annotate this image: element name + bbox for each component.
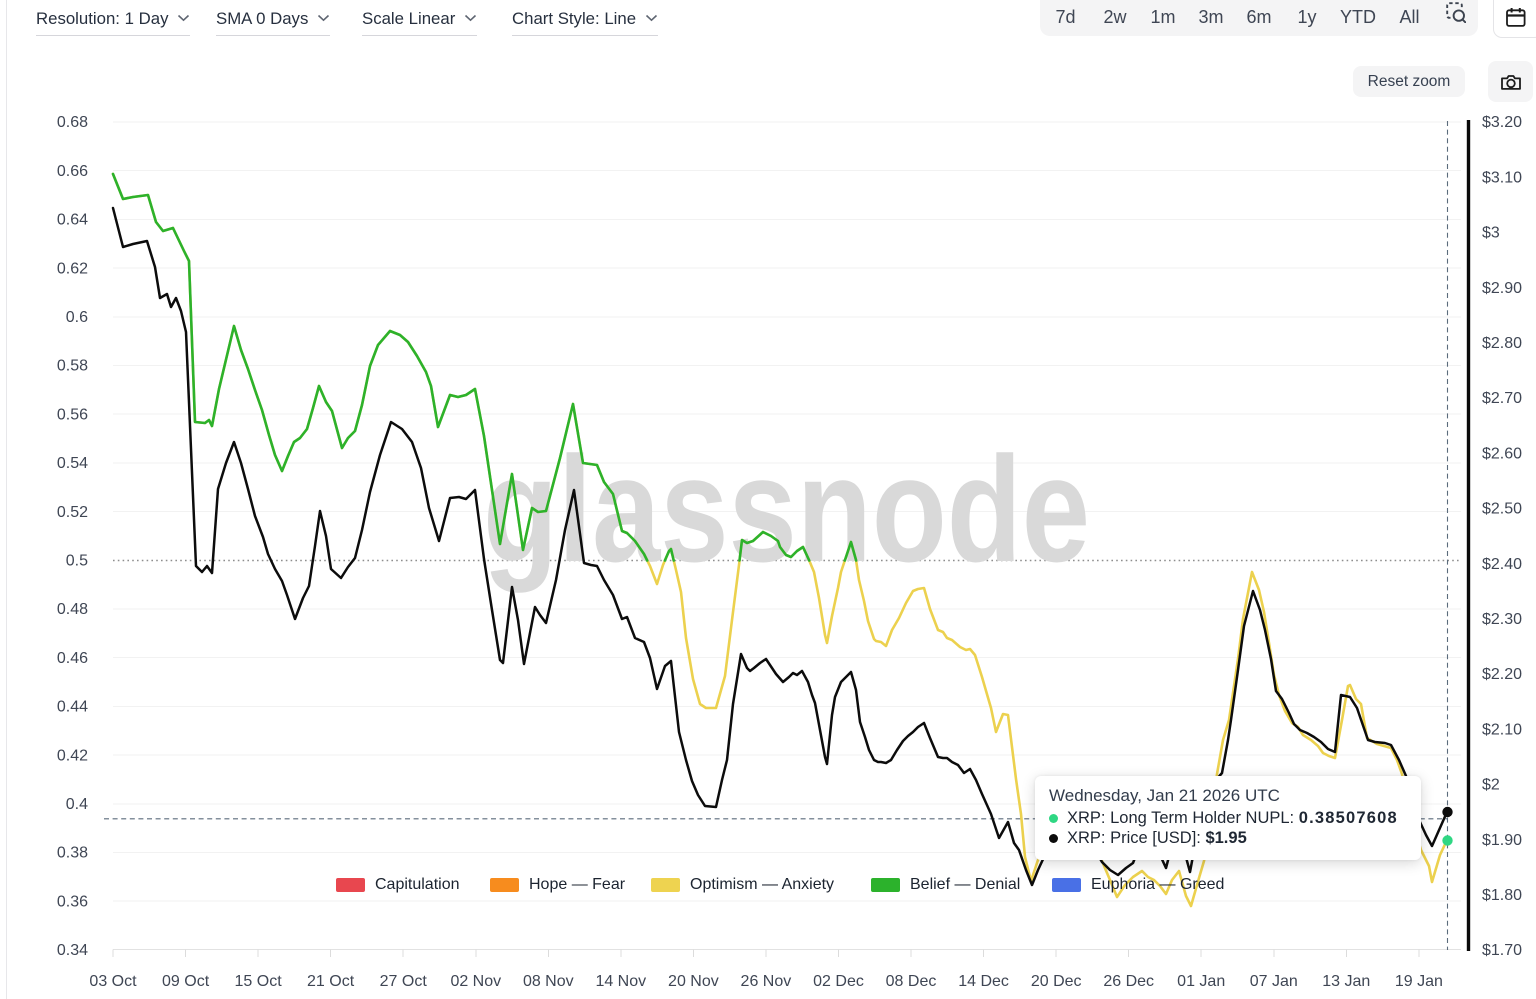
svg-text:13 Jan: 13 Jan xyxy=(1322,973,1370,990)
svg-text:$1.80: $1.80 xyxy=(1482,887,1522,904)
svg-text:20 Dec: 20 Dec xyxy=(1031,973,1082,990)
svg-text:$2.10: $2.10 xyxy=(1482,721,1522,738)
svg-text:02 Nov: 02 Nov xyxy=(450,973,501,990)
svg-text:26 Dec: 26 Dec xyxy=(1103,973,1154,990)
svg-text:$1.70: $1.70 xyxy=(1482,942,1522,959)
svg-text:09 Oct: 09 Oct xyxy=(162,973,210,990)
svg-text:0.42: 0.42 xyxy=(57,747,88,764)
svg-text:0.54: 0.54 xyxy=(57,455,88,472)
svg-text:$2.60: $2.60 xyxy=(1482,445,1522,462)
svg-text:0.38: 0.38 xyxy=(57,845,88,862)
svg-text:0.5: 0.5 xyxy=(66,553,88,570)
svg-text:01 Jan: 01 Jan xyxy=(1177,973,1225,990)
svg-text:14 Nov: 14 Nov xyxy=(595,973,646,990)
svg-text:0.34: 0.34 xyxy=(57,942,88,959)
svg-text:$3.10: $3.10 xyxy=(1482,169,1522,186)
svg-text:0.52: 0.52 xyxy=(57,504,88,521)
svg-text:0.6: 0.6 xyxy=(66,309,88,326)
svg-text:$3: $3 xyxy=(1482,225,1500,242)
svg-text:$3.20: $3.20 xyxy=(1482,114,1522,131)
svg-text:$1.90: $1.90 xyxy=(1482,832,1522,849)
svg-text:27 Oct: 27 Oct xyxy=(380,973,428,990)
svg-text:$2.30: $2.30 xyxy=(1482,611,1522,628)
svg-text:$2.90: $2.90 xyxy=(1482,280,1522,297)
svg-text:$2.20: $2.20 xyxy=(1482,666,1522,683)
svg-text:26 Nov: 26 Nov xyxy=(741,973,792,990)
svg-text:$2.40: $2.40 xyxy=(1482,556,1522,573)
svg-text:15 Oct: 15 Oct xyxy=(235,973,283,990)
svg-text:$2.70: $2.70 xyxy=(1482,390,1522,407)
svg-text:0.66: 0.66 xyxy=(57,163,88,180)
svg-text:$2.80: $2.80 xyxy=(1482,335,1522,352)
svg-text:$2.50: $2.50 xyxy=(1482,501,1522,518)
svg-text:02 Dec: 02 Dec xyxy=(813,973,864,990)
svg-text:19 Jan: 19 Jan xyxy=(1395,973,1443,990)
svg-text:0.36: 0.36 xyxy=(57,893,88,910)
svg-text:0.4: 0.4 xyxy=(66,796,88,813)
svg-text:0.68: 0.68 xyxy=(57,114,88,131)
svg-text:21 Oct: 21 Oct xyxy=(307,973,355,990)
svg-text:08 Dec: 08 Dec xyxy=(886,973,937,990)
svg-text:08 Nov: 08 Nov xyxy=(523,973,574,990)
svg-text:0.64: 0.64 xyxy=(57,212,88,229)
svg-text:0.62: 0.62 xyxy=(57,260,88,277)
svg-text:0.46: 0.46 xyxy=(57,650,88,667)
svg-text:07 Jan: 07 Jan xyxy=(1250,973,1298,990)
svg-text:14 Dec: 14 Dec xyxy=(958,973,1009,990)
svg-text:$2: $2 xyxy=(1482,777,1500,794)
svg-text:20 Nov: 20 Nov xyxy=(668,973,719,990)
svg-text:glassnode: glassnode xyxy=(483,425,1090,593)
svg-text:03 Oct: 03 Oct xyxy=(89,973,137,990)
svg-text:0.48: 0.48 xyxy=(57,601,88,618)
svg-text:0.56: 0.56 xyxy=(57,406,88,423)
svg-text:0.44: 0.44 xyxy=(57,699,88,716)
svg-text:0.58: 0.58 xyxy=(57,358,88,375)
